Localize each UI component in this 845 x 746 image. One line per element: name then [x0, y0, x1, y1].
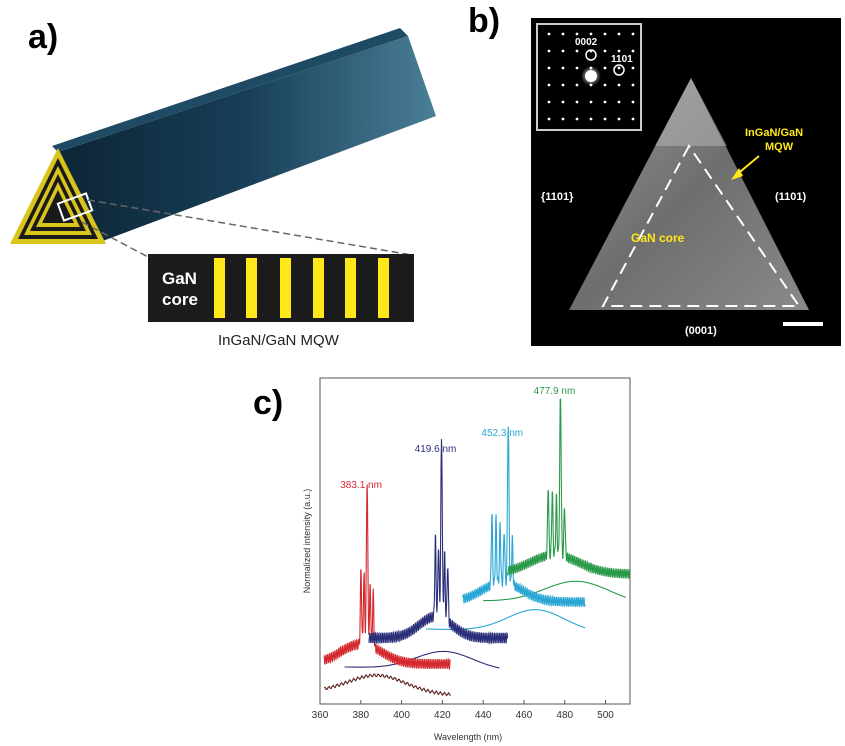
- spot-1101-marker: [613, 64, 625, 76]
- spectrum-background-curve: [323, 673, 451, 697]
- plot-frame: [319, 377, 631, 705]
- peak-annotation: 419.6 nm: [415, 444, 457, 455]
- nanowire-cross-section: [569, 78, 809, 310]
- x-tick-label: 400: [393, 710, 410, 721]
- inset-caption: InGaN/GaN MQW: [218, 332, 340, 349]
- prism-side-face: [58, 36, 436, 242]
- y-axis-label: Normalized intensity (a.u.): [302, 489, 312, 594]
- lasing-spectrum: [368, 439, 509, 645]
- pl-spectra-chart: 360 380 400 420 440 460 480 500 383.1 nm 419.6 n…: [302, 377, 631, 742]
- lasing-spectrum: [462, 426, 586, 608]
- x-tick-label: 380: [352, 710, 369, 721]
- mqw-label-2: MQW: [765, 141, 794, 153]
- x-axis-label: Wavelength (nm): [434, 732, 502, 742]
- x-tick-label: 440: [475, 710, 492, 721]
- inset-core-label-1: GaN: [162, 269, 197, 288]
- gan-core-label: GaN core: [631, 231, 685, 245]
- panel-a-label: a): [28, 18, 59, 56]
- x-tick-label: 500: [597, 710, 614, 721]
- lasing-spectrum: [507, 398, 631, 579]
- spot-1101-label: 1101: [611, 54, 633, 65]
- peak-annotation: 452.3 nm: [481, 428, 523, 439]
- panel-b-label: b): [468, 2, 501, 40]
- lasing-spectrum: [323, 484, 451, 671]
- spectrum-background-curve: [344, 650, 500, 669]
- nanowire-schematic: GaN core InGaN/GaN MQW: [10, 28, 436, 349]
- inset-core-label-2: core: [162, 290, 198, 309]
- facet-right-label: (1101): [775, 191, 807, 203]
- peak-annotation: 383.1 nm: [340, 480, 382, 491]
- x-tick-label: 420: [434, 710, 451, 721]
- facet-bottom-label: (0001): [685, 325, 717, 337]
- diffraction-pattern-inset: 0002 1101: [536, 23, 642, 131]
- x-tick-label: 360: [312, 710, 329, 721]
- spot-0002-marker: [585, 49, 597, 61]
- x-tick-label: 480: [556, 710, 573, 721]
- peak-annotation: 477.9 nm: [534, 386, 576, 397]
- panel-c-label: c): [253, 384, 284, 422]
- tem-image: 0002 1101 InGaN/GaN MQW GaN core {1101} …: [531, 18, 841, 346]
- prism-top-edge: [52, 28, 408, 152]
- spectrum-background-curve: [483, 580, 627, 602]
- spot-0002-label: 0002: [575, 37, 598, 48]
- zoom-line-bottom: [81, 221, 151, 259]
- facet-left-label: {1101}: [541, 191, 574, 203]
- prism-cross-section: [10, 148, 106, 244]
- mqw-label-1: InGaN/GaN: [745, 127, 803, 139]
- mqw-stripes: [214, 258, 389, 318]
- scale-bar: [783, 322, 823, 326]
- zoom-box: [56, 192, 94, 222]
- x-tick-label: 460: [516, 710, 533, 721]
